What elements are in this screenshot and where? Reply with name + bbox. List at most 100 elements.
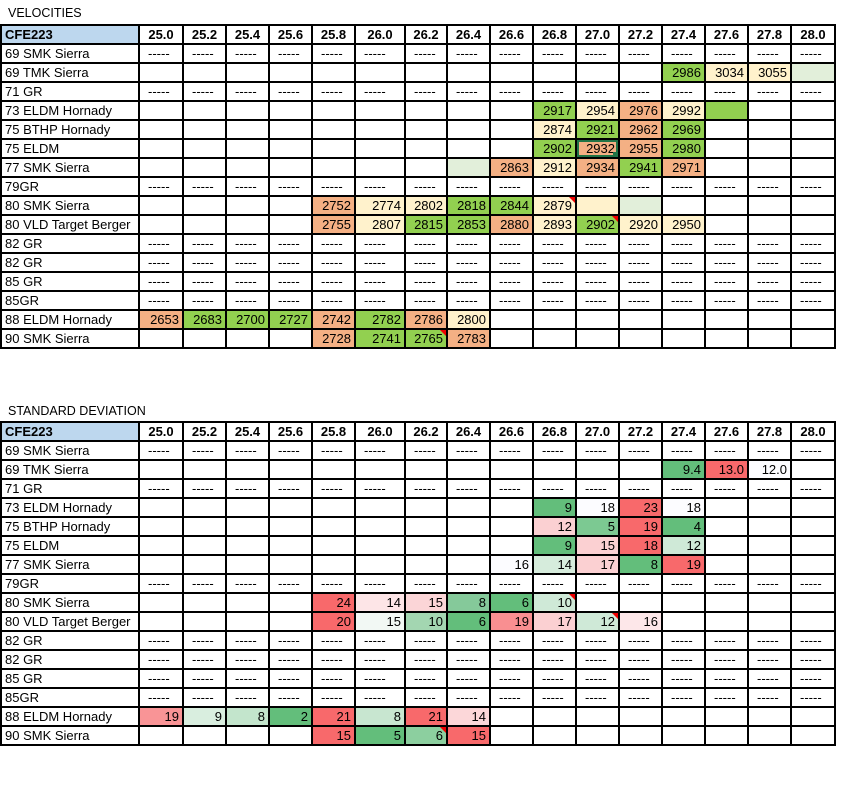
data-cell[interactable]: 9.4 xyxy=(661,459,706,480)
data-cell[interactable] xyxy=(268,100,313,121)
empty-dash-cell[interactable]: ----- xyxy=(354,233,406,254)
row-label[interactable]: 82 GR xyxy=(0,233,140,254)
data-cell[interactable] xyxy=(790,157,836,178)
empty-dash-cell[interactable]: ----- xyxy=(575,440,620,461)
empty-dash-cell[interactable]: ----- xyxy=(182,290,227,311)
data-cell[interactable]: 18 xyxy=(618,535,663,556)
column-header[interactable]: 27.6 xyxy=(704,24,749,45)
data-cell[interactable]: 2807 xyxy=(354,214,406,235)
empty-dash-cell[interactable]: ----- xyxy=(575,668,620,689)
data-cell[interactable]: 6 xyxy=(489,592,534,613)
row-label[interactable]: 85GR xyxy=(0,687,140,708)
data-cell[interactable]: 2902 xyxy=(532,138,577,159)
data-cell[interactable]: 14 xyxy=(354,592,406,613)
data-cell[interactable]: 6 xyxy=(446,611,491,632)
data-cell[interactable]: 2917 xyxy=(532,100,577,121)
column-header[interactable]: 28.0 xyxy=(790,421,836,442)
empty-dash-cell[interactable]: ----- xyxy=(354,649,406,670)
data-cell[interactable] xyxy=(704,725,749,746)
data-cell[interactable] xyxy=(489,459,534,480)
data-cell[interactable] xyxy=(138,195,184,216)
empty-dash-cell[interactable]: ----- xyxy=(354,176,406,197)
data-cell[interactable] xyxy=(138,328,184,349)
data-cell[interactable] xyxy=(747,119,792,140)
empty-dash-cell[interactable]: ----- xyxy=(790,81,836,102)
empty-dash-cell[interactable]: ----- xyxy=(404,440,448,461)
data-cell[interactable] xyxy=(446,62,491,83)
data-cell[interactable] xyxy=(138,214,184,235)
data-cell[interactable] xyxy=(790,706,836,727)
data-cell[interactable]: 2921 xyxy=(575,119,620,140)
empty-dash-cell[interactable]: ----- xyxy=(575,573,620,594)
data-cell[interactable] xyxy=(747,706,792,727)
empty-dash-cell[interactable]: ----- xyxy=(704,440,749,461)
data-cell[interactable] xyxy=(268,157,313,178)
empty-dash-cell[interactable]: ----- xyxy=(790,290,836,311)
comment-indicator-icon[interactable] xyxy=(612,217,617,222)
data-cell[interactable] xyxy=(225,214,270,235)
empty-dash-cell[interactable]: ----- xyxy=(404,252,448,273)
empty-dash-cell[interactable]: ----- xyxy=(661,630,706,651)
data-cell[interactable]: 10 xyxy=(404,611,448,632)
empty-dash-cell[interactable]: ----- xyxy=(618,478,663,499)
empty-dash-cell[interactable]: ----- xyxy=(532,478,577,499)
empty-dash-cell[interactable]: ----- xyxy=(704,81,749,102)
empty-dash-cell[interactable]: ----- xyxy=(311,687,356,708)
corner-header[interactable]: CFE223 xyxy=(0,24,140,45)
column-header[interactable]: 26.8 xyxy=(532,421,577,442)
data-cell[interactable] xyxy=(790,516,836,537)
data-cell[interactable] xyxy=(225,157,270,178)
empty-dash-cell[interactable]: ----- xyxy=(790,271,836,292)
empty-dash-cell[interactable]: ----- xyxy=(575,649,620,670)
empty-dash-cell[interactable]: ----- xyxy=(268,668,313,689)
data-cell[interactable] xyxy=(354,62,406,83)
empty-dash-cell[interactable]: ----- xyxy=(354,271,406,292)
empty-dash-cell[interactable]: ----- xyxy=(661,43,706,64)
data-cell[interactable] xyxy=(790,100,836,121)
data-cell[interactable] xyxy=(311,459,356,480)
data-cell[interactable]: 5 xyxy=(354,725,406,746)
data-cell[interactable] xyxy=(747,516,792,537)
data-cell[interactable] xyxy=(138,119,184,140)
row-label[interactable]: 80 VLD Target Berger xyxy=(0,214,140,235)
comment-indicator-icon[interactable] xyxy=(440,728,445,733)
empty-dash-cell[interactable]: ----- xyxy=(575,630,620,651)
data-cell[interactable] xyxy=(268,214,313,235)
data-cell[interactable]: 2902 xyxy=(575,214,620,235)
empty-dash-cell[interactable]: ----- xyxy=(489,649,534,670)
data-cell[interactable] xyxy=(138,62,184,83)
data-cell[interactable]: 2969 xyxy=(661,119,706,140)
empty-dash-cell[interactable]: ----- xyxy=(661,687,706,708)
data-cell[interactable] xyxy=(704,214,749,235)
data-cell[interactable] xyxy=(661,706,706,727)
row-label[interactable]: 73 ELDM Hornady xyxy=(0,497,140,518)
data-cell[interactable]: 2742 xyxy=(311,309,356,330)
empty-dash-cell[interactable]: ----- xyxy=(354,252,406,273)
empty-dash-cell[interactable]: ----- xyxy=(182,252,227,273)
empty-dash-cell[interactable]: ----- xyxy=(404,271,448,292)
column-header[interactable]: 27.0 xyxy=(575,421,620,442)
data-cell[interactable] xyxy=(354,119,406,140)
empty-dash-cell[interactable]: ----- xyxy=(446,252,491,273)
comment-indicator-icon[interactable] xyxy=(569,198,574,203)
empty-dash-cell[interactable]: ----- xyxy=(661,271,706,292)
row-label[interactable]: 90 SMK Sierra xyxy=(0,328,140,349)
data-cell[interactable] xyxy=(704,195,749,216)
data-cell[interactable] xyxy=(489,138,534,159)
empty-dash-cell[interactable]: ----- xyxy=(404,176,448,197)
data-cell[interactable] xyxy=(268,119,313,140)
data-cell[interactable] xyxy=(268,459,313,480)
data-cell[interactable] xyxy=(354,516,406,537)
empty-dash-cell[interactable]: ----- xyxy=(532,271,577,292)
empty-dash-cell[interactable]: ----- xyxy=(661,649,706,670)
empty-dash-cell[interactable]: ----- xyxy=(404,668,448,689)
data-cell[interactable] xyxy=(704,328,749,349)
empty-dash-cell[interactable]: ----- xyxy=(311,478,356,499)
data-cell[interactable] xyxy=(138,516,184,537)
empty-dash-cell[interactable]: ----- xyxy=(532,81,577,102)
empty-dash-cell[interactable]: ----- xyxy=(575,81,620,102)
data-cell[interactable] xyxy=(575,62,620,83)
empty-dash-cell[interactable]: ----- xyxy=(311,233,356,254)
empty-dash-cell[interactable]: ----- xyxy=(575,176,620,197)
row-label[interactable]: 80 SMK Sierra xyxy=(0,195,140,216)
